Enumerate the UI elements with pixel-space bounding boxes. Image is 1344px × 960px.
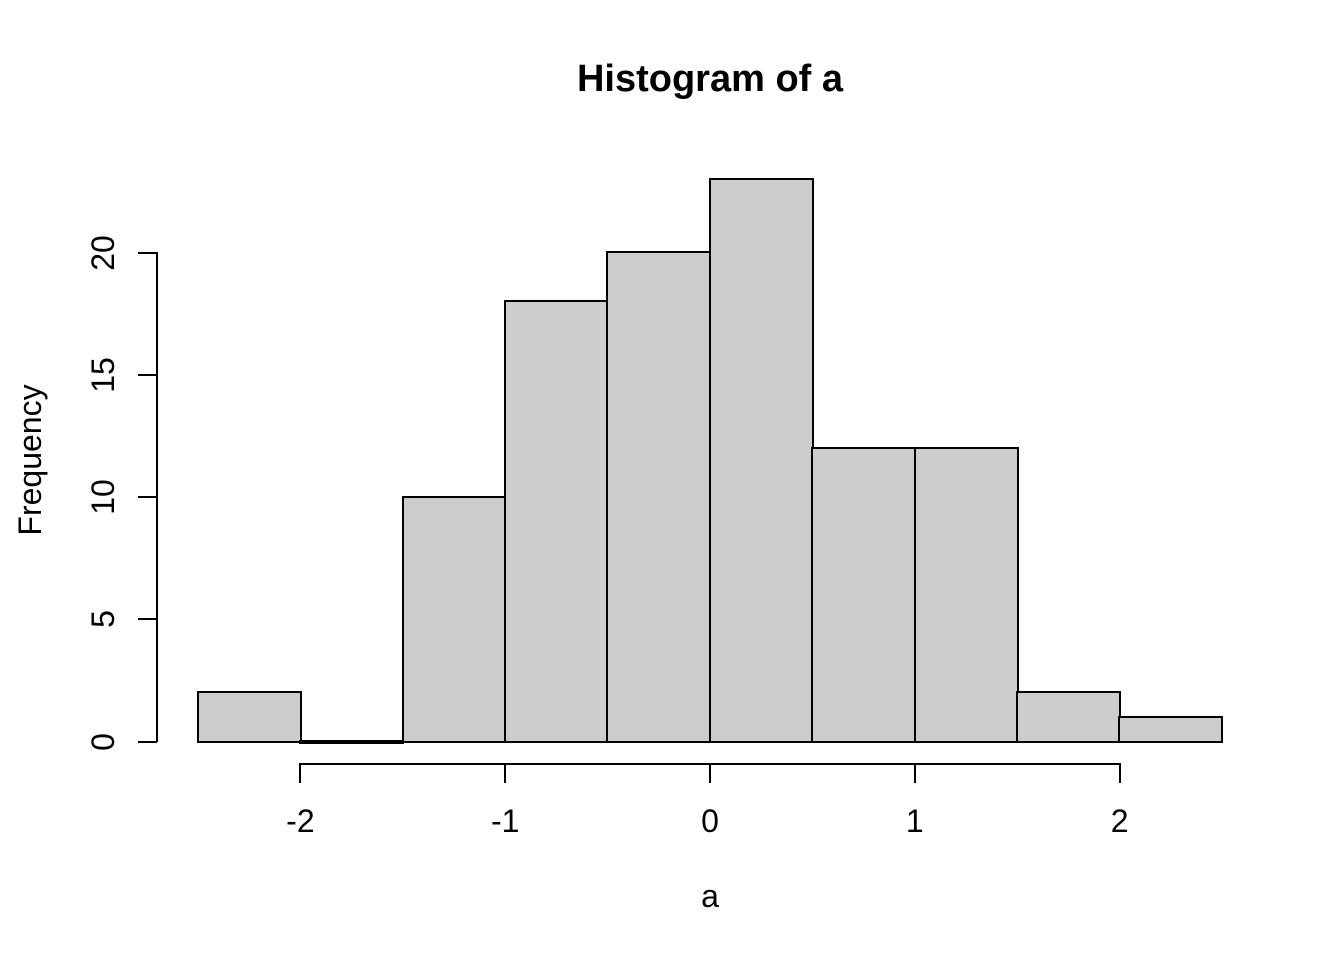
histogram-bar — [1015, 691, 1121, 743]
y-tick-label: 20 — [85, 234, 121, 271]
y-tick-label: 10 — [85, 479, 121, 515]
y-tick-label: 5 — [85, 610, 121, 629]
chart-title: Histogram of a — [576, 58, 844, 100]
histogram-bar — [401, 495, 507, 743]
y-axis-line — [156, 251, 158, 743]
x-tick-label: 1 — [905, 803, 924, 839]
histogram-bar — [299, 740, 405, 745]
x-tick-label: -1 — [490, 803, 520, 839]
histogram-bar — [913, 446, 1019, 743]
y-tick-label: 15 — [85, 357, 121, 393]
y-tick — [138, 618, 157, 621]
x-tick — [913, 764, 916, 783]
y-tick — [138, 373, 157, 376]
histogram-bar — [503, 300, 609, 743]
x-tick-label: 2 — [1110, 803, 1129, 839]
histogram-bar — [708, 178, 814, 743]
histogram-bar — [606, 251, 712, 743]
x-tick — [709, 764, 711, 783]
histogram-bar — [196, 691, 302, 743]
x-tick — [504, 764, 507, 783]
y-tick — [138, 251, 157, 254]
histogram-bar — [811, 446, 917, 743]
x-tick — [299, 764, 302, 783]
x-tick-label: 0 — [701, 803, 719, 839]
x-tick — [1118, 764, 1121, 783]
y-tick-label: 0 — [85, 732, 121, 751]
x-axis-title: a — [701, 878, 719, 914]
y-axis-title: Frequency — [12, 384, 48, 536]
x-tick-label: -2 — [286, 803, 315, 839]
y-tick — [138, 496, 157, 499]
y-tick — [138, 740, 157, 743]
histogram-bar — [1118, 715, 1224, 743]
